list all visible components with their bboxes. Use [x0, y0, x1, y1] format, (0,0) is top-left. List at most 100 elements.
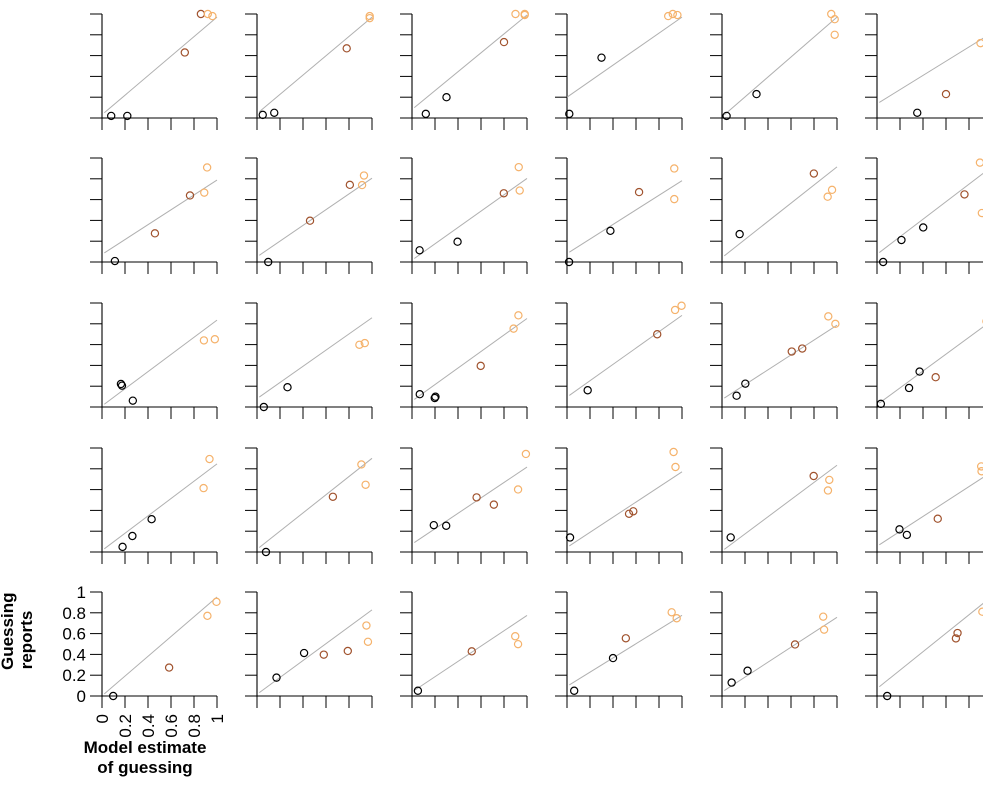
data-point — [565, 109, 574, 119]
data-point — [722, 111, 731, 121]
data-point — [511, 632, 520, 641]
panel-fit-line — [724, 616, 838, 692]
x-tick-label: 0.6 — [162, 714, 181, 738]
panel-fit-line — [414, 318, 528, 400]
data-point — [653, 330, 662, 339]
data-point — [673, 10, 682, 20]
data-point — [106, 111, 116, 121]
panel-fit-line — [104, 179, 218, 254]
data-point — [975, 158, 983, 167]
data-point — [272, 673, 281, 682]
data-point — [671, 462, 680, 472]
data-point — [365, 11, 374, 21]
x-tick-label: 0.4 — [139, 714, 158, 738]
y-tick-label: 0.4 — [62, 645, 86, 664]
data-point — [824, 312, 833, 321]
data-point — [453, 237, 462, 246]
data-point — [809, 471, 818, 481]
data-point — [565, 533, 575, 542]
data-point — [583, 386, 592, 395]
data-point — [299, 648, 309, 658]
panel-fit-line — [103, 463, 218, 550]
data-point — [511, 9, 520, 19]
data-point — [827, 9, 836, 19]
data-point — [116, 379, 126, 389]
data-point — [489, 500, 499, 509]
y-tick-label: 0.6 — [62, 625, 86, 644]
data-point — [363, 637, 373, 647]
data-point — [520, 10, 529, 20]
panel-fit-line — [414, 466, 528, 543]
data-point — [825, 475, 834, 485]
y-axis-label-line-2: reports — [17, 610, 36, 670]
y-tick-label: 0.2 — [62, 666, 86, 685]
data-point — [913, 108, 922, 118]
x-axis-label-line-2: of guessing — [97, 758, 193, 777]
data-point — [668, 9, 678, 19]
data-point — [415, 390, 424, 399]
data-point — [931, 373, 940, 382]
data-point — [513, 639, 523, 649]
data-point — [823, 486, 833, 495]
data-point — [202, 163, 212, 172]
x-tick-label: 0 — [93, 714, 112, 723]
data-point — [670, 194, 679, 204]
data-point — [359, 171, 369, 180]
data-point — [342, 44, 351, 53]
panel-fit-line — [569, 471, 683, 547]
data-point — [261, 547, 271, 557]
data-point — [355, 340, 364, 349]
data-point — [150, 229, 160, 238]
data-point — [830, 15, 839, 24]
panel-fit-line — [879, 326, 983, 404]
data-point — [977, 208, 983, 218]
y-tick-label: 0 — [77, 687, 86, 706]
data-point — [976, 462, 983, 471]
data-point — [897, 235, 906, 245]
panel-fit-line — [724, 324, 838, 399]
panel-fit-line — [259, 177, 373, 256]
panel-fit-line — [569, 180, 683, 253]
data-point — [941, 89, 951, 99]
data-point — [415, 246, 424, 255]
panel-fit-line — [103, 596, 218, 695]
data-point — [514, 162, 523, 172]
data-point — [472, 493, 481, 502]
panel-fit-line — [103, 16, 218, 114]
panel-fit-line — [724, 464, 838, 550]
data-point — [876, 399, 886, 409]
data-point — [199, 483, 208, 493]
panel-fit-line — [723, 16, 838, 116]
data-point — [203, 9, 212, 19]
data-point — [305, 216, 315, 225]
data-point — [672, 614, 681, 623]
data-point — [790, 640, 800, 649]
data-point — [953, 628, 962, 638]
data-point — [203, 611, 212, 621]
panel-fit-line — [878, 172, 983, 253]
data-point — [109, 691, 118, 701]
panel-fit-line — [569, 614, 683, 686]
data-point — [831, 319, 840, 329]
data-point — [476, 361, 485, 371]
data-point — [328, 492, 338, 501]
data-point — [978, 607, 983, 616]
panel-fit-line — [878, 602, 983, 688]
data-point — [357, 460, 366, 469]
data-point — [467, 647, 476, 656]
x-axis-label: Model estimate of guessing — [70, 738, 220, 778]
panel-fit-line — [723, 166, 838, 257]
data-point — [809, 169, 819, 178]
data-point — [735, 229, 744, 239]
data-point — [128, 396, 138, 405]
data-point — [823, 192, 832, 201]
data-point — [621, 634, 631, 643]
data-point — [915, 367, 924, 376]
data-point — [117, 381, 127, 390]
data-point — [513, 485, 523, 494]
data-point — [569, 686, 579, 695]
data-point — [976, 38, 983, 48]
data-point — [732, 391, 741, 400]
data-point — [515, 186, 524, 195]
data-point — [441, 521, 451, 530]
